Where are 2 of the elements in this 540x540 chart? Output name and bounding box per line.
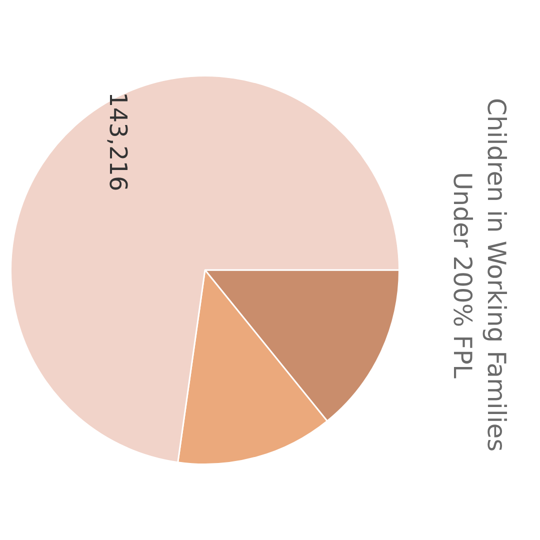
data-label: 143,216	[104, 92, 132, 192]
text: Children in Working Families Under 200% FPL	[447, 97, 512, 454]
